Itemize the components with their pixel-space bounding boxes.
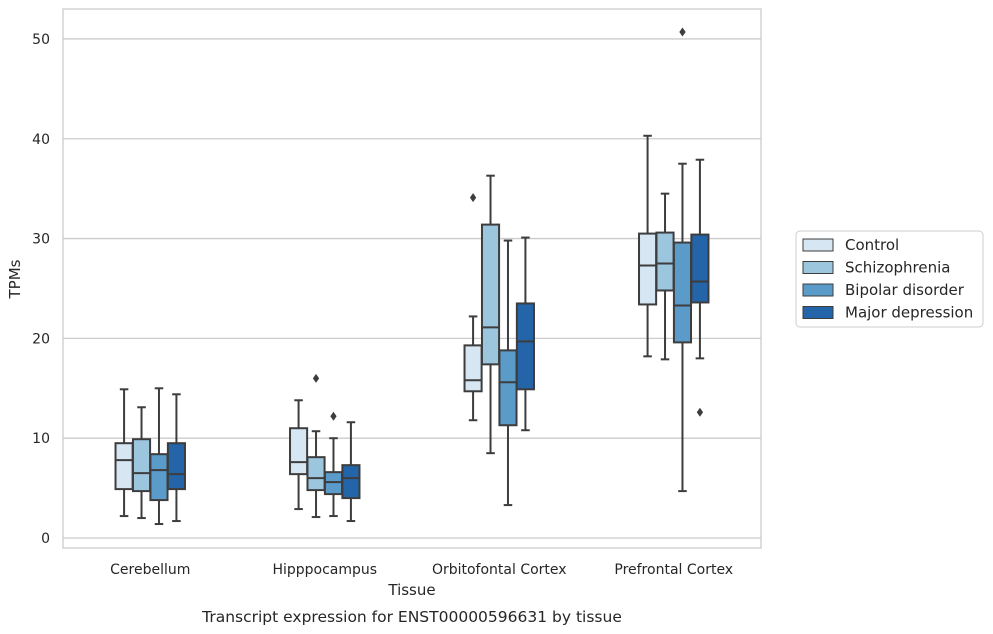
legend-swatch — [802, 283, 834, 297]
box-major-depression — [341, 421, 361, 523]
box-body — [131, 438, 152, 493]
outlier-point — [312, 373, 320, 383]
x-tick-label: Prefrontal Cortex — [614, 562, 733, 578]
box-body — [463, 344, 483, 393]
y-tick-label: 0 — [41, 531, 50, 547]
x-tick-label: Orbitofontal Cortex — [432, 562, 567, 578]
box-schizophrenia — [131, 406, 152, 520]
legend-swatch — [802, 238, 834, 252]
y-tick-label: 20 — [32, 331, 50, 347]
outlier-point — [469, 193, 477, 203]
boxes — [114, 27, 710, 526]
box-major-depression — [690, 158, 710, 417]
box-schizophrenia — [480, 174, 501, 455]
legend-frame — [795, 230, 984, 328]
box-control — [463, 193, 483, 422]
y-axis-ticks: 0 10 20 30 40 50 — [32, 32, 50, 547]
legend: Control Schizophrenia Bipolar disorder Majo… — [795, 230, 984, 328]
box-body — [166, 442, 186, 491]
legend-label: Schizophrenia — [845, 259, 950, 277]
box-body — [114, 442, 134, 491]
x-axis-label: Tissue — [387, 581, 435, 599]
legend-label: Major depression — [845, 304, 973, 322]
box-schizophrenia — [306, 373, 326, 519]
legend-swatch — [802, 261, 834, 274]
y-axis-label: TPMs — [6, 259, 24, 299]
box-body — [515, 302, 535, 391]
box-control — [289, 399, 309, 511]
y-tick-label: 10 — [32, 431, 50, 447]
plot-area-frame — [62, 8, 762, 549]
box-schizophrenia — [655, 192, 675, 361]
box-body — [655, 231, 675, 292]
box-control — [638, 134, 658, 358]
outlier-point — [679, 27, 686, 37]
box-body — [149, 453, 169, 502]
box-bipolar-disorder — [498, 239, 518, 507]
outlier-point — [330, 411, 337, 421]
outlier-point — [696, 407, 704, 417]
box-major-depression — [166, 393, 186, 523]
box-body — [672, 241, 693, 344]
box-control — [114, 388, 134, 518]
box-bipolar-disorder — [672, 27, 693, 493]
box-body — [690, 233, 710, 304]
box-major-depression — [515, 236, 535, 432]
y-tick-label: 40 — [32, 132, 50, 148]
x-tick-label: Hipppocampus — [272, 562, 377, 578]
box-body — [638, 232, 658, 306]
box-body — [498, 349, 518, 427]
x-axis-ticks: Cerebellum Hipppocampus Orbitofontal Corte… — [110, 562, 733, 578]
box-body — [341, 464, 361, 500]
x-tick-label: Cerebellum — [110, 562, 190, 578]
box-body — [480, 223, 501, 366]
y-tick-label: 30 — [32, 232, 50, 248]
gridlines — [63, 38, 761, 539]
legend-label: Control — [845, 236, 899, 254]
box-bipolar-disorder — [149, 387, 169, 526]
y-tick-label: 50 — [32, 32, 50, 48]
legend-swatch — [802, 306, 834, 319]
chart-title: Transcript expression for ENST0000059663… — [201, 608, 622, 626]
box-body — [289, 427, 309, 476]
box-bipolar-disorder — [323, 411, 344, 518]
legend-label: Bipolar disorder — [845, 281, 965, 299]
box-body — [306, 456, 326, 492]
